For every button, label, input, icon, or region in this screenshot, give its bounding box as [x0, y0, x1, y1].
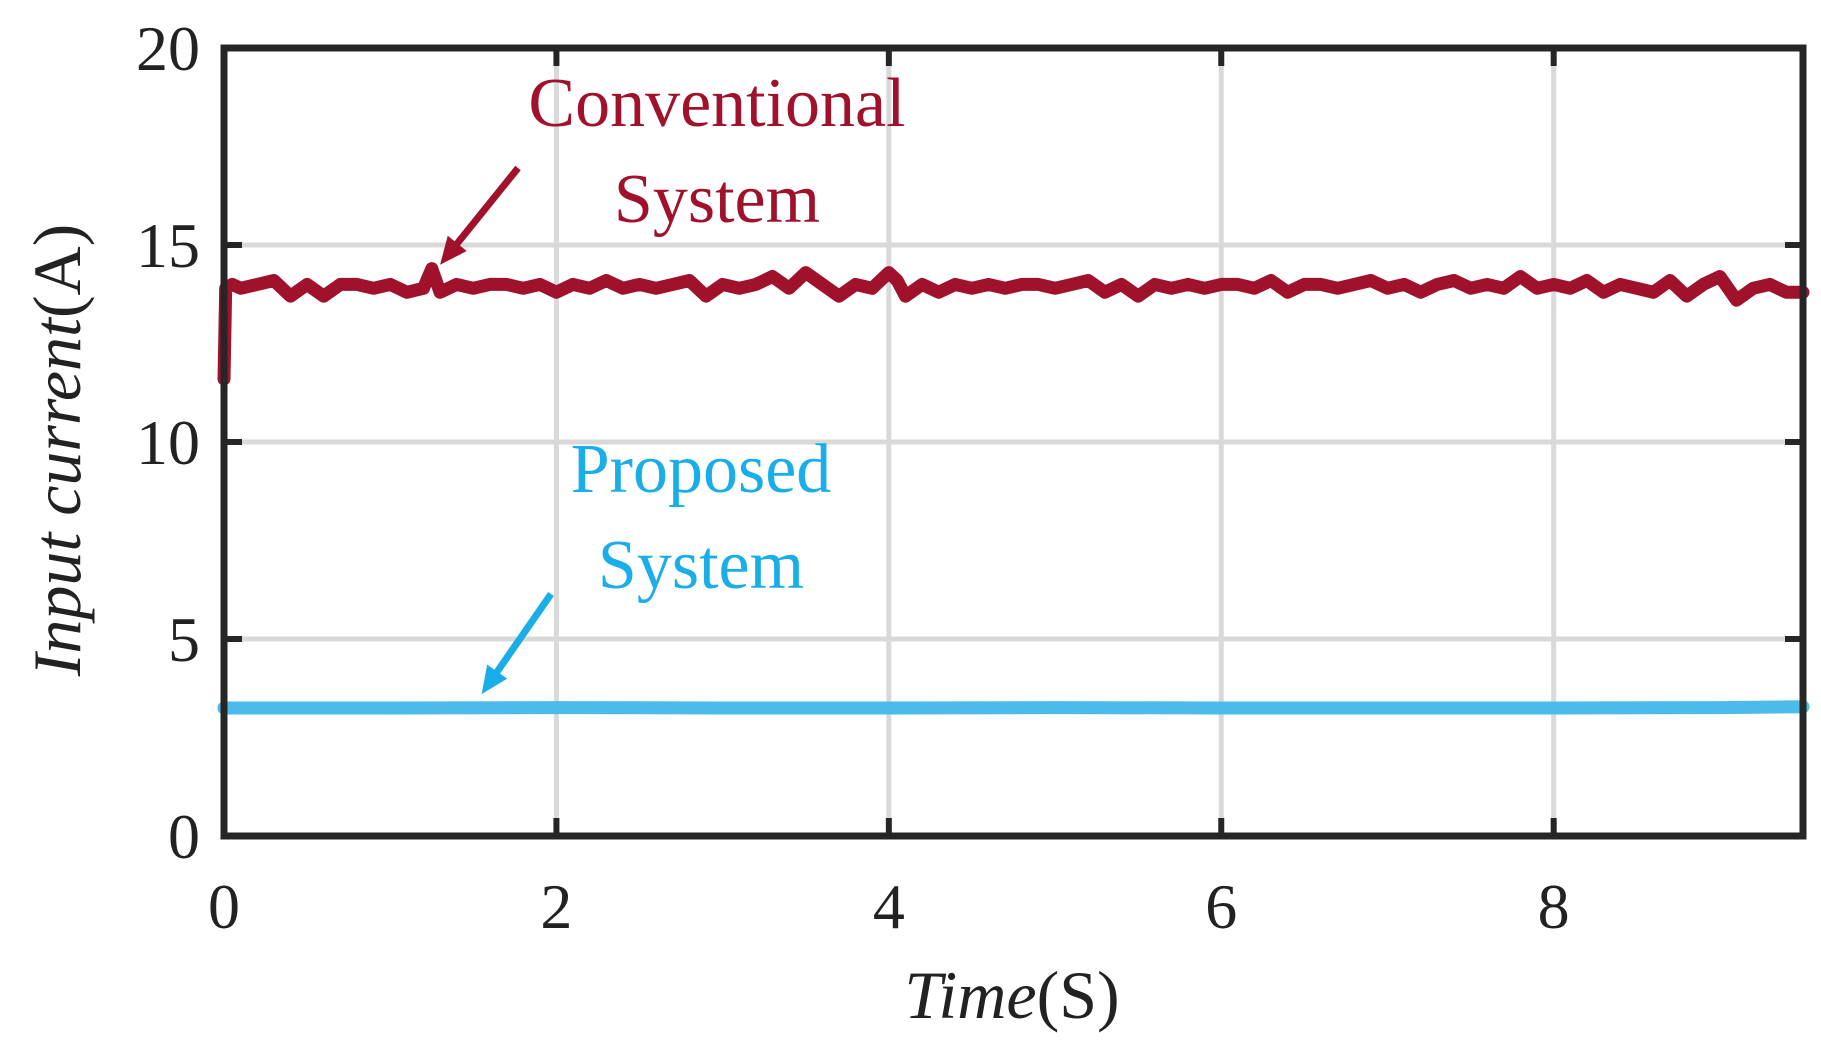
annotation-arrow-proposed: [492, 592, 554, 677]
x-axis-title: Time(S): [904, 957, 1119, 1033]
axes-frame: [220, 44, 1807, 840]
annotation-arrowhead-proposed: [481, 664, 508, 695]
series-line-proposed: [217, 700, 1810, 715]
annotation-arrowhead-conventional: [440, 235, 467, 265]
x-tick-label: 6: [1205, 871, 1237, 942]
series-line-conventional: [217, 262, 1810, 386]
x-tick-label: 2: [540, 871, 572, 942]
y-tick-label: 5: [168, 604, 200, 675]
x-tick-label: 0: [208, 871, 240, 942]
annotation-arrow-conventional: [452, 165, 521, 249]
y-tick-label: 15: [136, 210, 200, 281]
grid-lines: [224, 48, 1803, 836]
annotation-proposed: Proposed System: [571, 431, 832, 604]
annotations: Conventional System Proposed System: [440, 65, 906, 695]
y-axis-title: Input current(A): [19, 224, 95, 678]
y-tick-label: 20: [136, 13, 200, 84]
tick-labels: 0 2 4 6 8 0 5 10 15 20: [136, 13, 1570, 942]
x-tick-label: 4: [873, 871, 905, 942]
annotation-conventional: Conventional System: [528, 65, 905, 238]
series-layer: [217, 262, 1810, 715]
y-tick-label: 10: [136, 407, 200, 478]
x-tick-label: 8: [1538, 871, 1570, 942]
y-tick-label: 0: [168, 801, 200, 872]
